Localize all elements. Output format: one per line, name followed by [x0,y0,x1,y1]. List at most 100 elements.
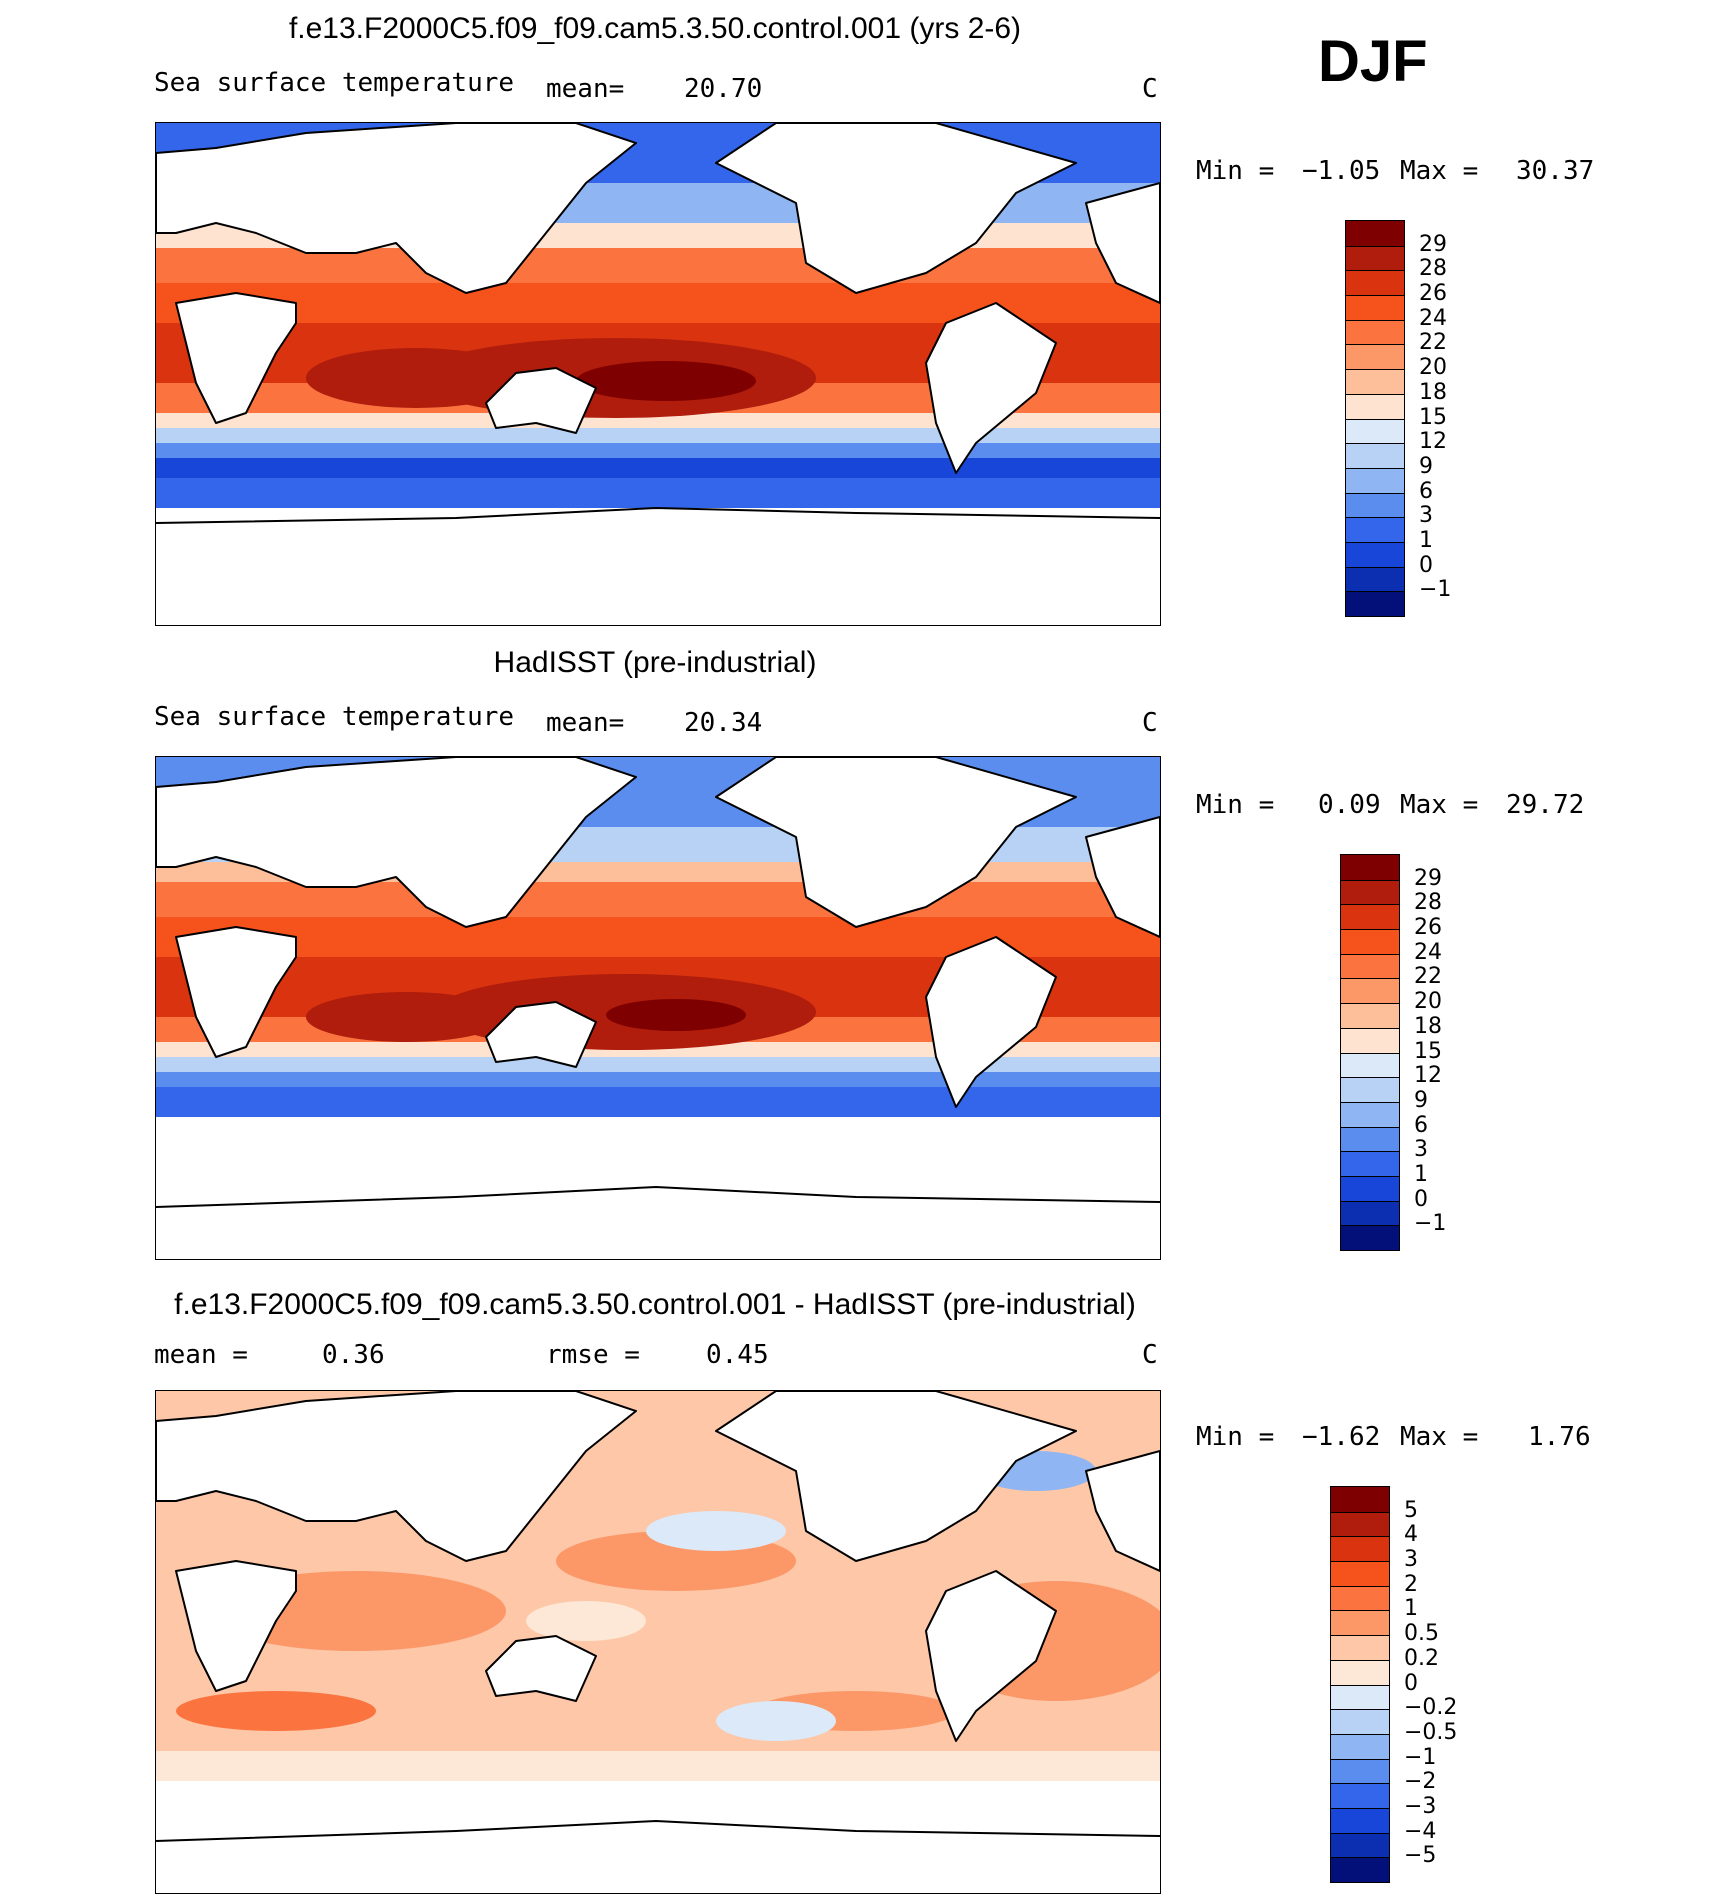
colorbar-swatch [1341,1077,1399,1102]
colorbar-swatch [1331,1635,1389,1660]
colorbar-tick-label: 22 [1419,330,1447,356]
panel-3-title: f.e13.F2000C5.f09_f09.cam5.3.50.control.… [174,1288,1136,1321]
panel-1-variable: Sea surface temperature [154,68,515,98]
colorbar-swatch [1341,1003,1399,1028]
colorbar-swatch [1341,1225,1399,1250]
panel-3-max-value: 1.76 [1528,1422,1591,1452]
panel-3-mean-label: mean = [154,1340,248,1370]
panel-3-colorbar [1330,1486,1390,1883]
colorbar-swatch [1346,369,1404,394]
panel-1-min-value: −1.05 [1302,156,1381,186]
panel-3-min-label: Min = [1196,1422,1275,1452]
colorbar-tick-label: −1 [1419,577,1452,603]
colorbar-swatch [1341,904,1399,930]
colorbar-tick-label: 1 [1404,1596,1418,1622]
colorbar-swatch [1346,344,1404,370]
panel-1-title: f.e13.F2000C5.f09_f09.cam5.3.50.control.… [288,12,1022,45]
panel-2-variable: Sea surface temperature [154,702,515,732]
colorbar-tick-label: 3 [1419,503,1433,529]
colorbar-tick-label: 5 [1404,1497,1418,1523]
colorbar-tick-label: 29 [1419,231,1447,257]
colorbar-swatch [1346,270,1404,296]
colorbar-tick-label: 0 [1404,1670,1418,1696]
colorbar-swatch [1341,1200,1399,1226]
panel-1-colorbar [1345,220,1405,617]
colorbar-swatch [1341,1126,1399,1152]
panel-3-map [155,1390,1161,1894]
colorbar-swatch [1346,541,1404,567]
colorbar-swatch [1346,245,1404,271]
colorbar-tick-label: 12 [1414,1063,1442,1089]
colorbar-swatch [1346,221,1404,246]
colorbar-tick-label: 20 [1419,355,1447,381]
colorbar-swatch [1331,1857,1389,1882]
panel-2-max-value: 29.72 [1506,790,1585,820]
panel-2-map [155,756,1161,1260]
colorbar-swatch [1331,1832,1389,1858]
colorbar-tick-label: 15 [1414,1038,1442,1064]
panel-2-units: C [1142,708,1158,738]
colorbar-swatch [1331,1807,1389,1833]
colorbar-tick-label: 1 [1414,1161,1428,1187]
panel-2-max-label: Max = [1400,790,1479,820]
colorbar-tick-label: −4 [1404,1818,1437,1844]
colorbar-swatch [1331,1561,1389,1586]
colorbar-tick-label: −2 [1404,1769,1437,1795]
colorbar-swatch [1346,295,1404,320]
panel-3-max-label: Max = [1400,1422,1479,1452]
colorbar-tick-label: 24 [1414,939,1442,965]
colorbar-swatch [1341,929,1399,954]
panel-2-min-value: 0.09 [1318,790,1381,820]
colorbar-swatch [1331,1758,1389,1784]
colorbar-swatch [1346,591,1404,616]
colorbar-tick-label: 28 [1414,890,1442,916]
colorbar-tick-label: 0 [1419,552,1433,578]
panel-1-mean-label: mean= [546,74,625,104]
panel-3-rmse-value: 0.45 [706,1340,769,1370]
colorbar-swatch [1341,1027,1399,1053]
colorbar-tick-label: 3 [1404,1547,1418,1573]
colorbar-swatch [1341,978,1399,1004]
colorbar-swatch [1346,319,1404,345]
panel-1-map [155,122,1161,626]
colorbar-swatch [1341,1175,1399,1201]
colorbar-tick-label: 6 [1414,1112,1428,1138]
colorbar-swatch [1341,855,1399,880]
colorbar-swatch [1346,492,1404,518]
colorbar-tick-label: 9 [1414,1087,1428,1113]
colorbar-swatch [1331,1487,1389,1512]
colorbar-tick-label: −0.5 [1404,1719,1458,1745]
panel-3-min-value: −1.62 [1302,1422,1381,1452]
colorbar-tick-label: 12 [1419,429,1447,455]
colorbar-swatch [1346,467,1404,493]
colorbar-swatch [1341,1151,1399,1176]
colorbar-swatch [1346,517,1404,542]
colorbar-tick-label: 20 [1414,989,1442,1015]
panel-1-mean-value: 20.70 [684,74,763,104]
panel-2-mean-value: 20.34 [684,708,763,738]
panel-1-min-label: Min = [1196,156,1275,186]
colorbar-tick-label: 0.5 [1404,1621,1439,1647]
colorbar-tick-label: 24 [1419,305,1447,331]
panel-2-min-label: Min = [1196,790,1275,820]
colorbar-tick-label: 1 [1419,527,1433,553]
panel-3-mean-value: 0.36 [322,1340,385,1370]
colorbar-swatch [1341,1052,1399,1078]
colorbar-tick-label: 26 [1414,915,1442,941]
colorbar-tick-label: 22 [1414,964,1442,990]
colorbar-swatch [1346,566,1404,592]
panel-1-max-label: Max = [1400,156,1479,186]
colorbar-tick-label: 0 [1414,1186,1428,1212]
colorbar-swatch [1331,1659,1389,1685]
colorbar-swatch [1331,1610,1389,1636]
colorbar-tick-label: −5 [1404,1843,1437,1869]
colorbar-tick-label: 3 [1414,1137,1428,1163]
panel-3-rmse-label: rmse = [546,1340,640,1370]
colorbar-swatch [1331,1709,1389,1734]
colorbar-tick-label: −1 [1414,1211,1447,1237]
panel-1-units: C [1142,74,1158,104]
colorbar-tick-label: −0.2 [1404,1695,1458,1721]
colorbar-swatch [1331,1536,1389,1562]
colorbar-swatch [1331,1511,1389,1537]
colorbar-tick-label: 18 [1419,379,1447,405]
